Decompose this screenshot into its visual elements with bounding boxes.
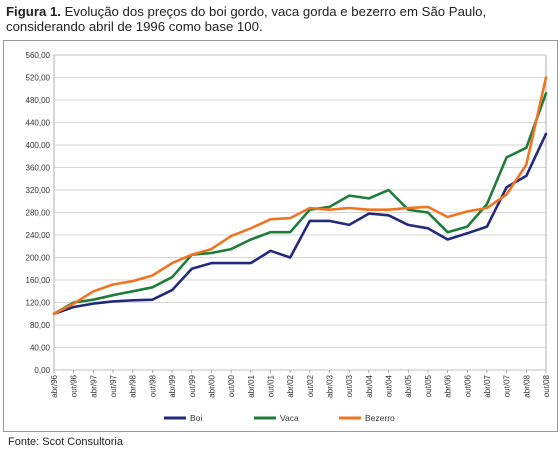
y-axis: 0,00 40,00 80,00 120,00 160,00 200,00 240,00 28… — [26, 51, 51, 375]
legend-label-bezerro: Bezerro — [365, 413, 395, 423]
x-tick-label: abr/02 — [286, 374, 295, 397]
x-tick-label: out/06 — [463, 374, 472, 397]
y-tick-label: 240,00 — [26, 231, 51, 240]
figure-label: Figura 1. — [6, 4, 61, 19]
figure-caption: Figura 1. Evolução dos preços do boi gor… — [6, 4, 556, 34]
x-tick-label: out/08 — [542, 374, 551, 397]
x-tick-label: abr/99 — [168, 374, 177, 397]
x-tick-label: abr/01 — [247, 374, 256, 397]
x-axis: abr/96 out/96 abr/97 out/97 abr/98 out/98 abr/… — [50, 370, 551, 398]
y-tick-label: 160,00 — [26, 276, 51, 285]
x-tick-label: abr/08 — [522, 374, 531, 397]
x-tick-label: abr/06 — [444, 374, 453, 397]
y-tick-label: 0,00 — [34, 366, 50, 375]
y-tick-label: 520,00 — [26, 74, 51, 83]
series-line-bezerro — [52, 76, 548, 316]
y-tick-label: 400,00 — [26, 141, 51, 150]
x-tick-label: out/99 — [188, 374, 197, 397]
x-tick-label: out/05 — [424, 374, 433, 397]
x-tick-label: abr/07 — [483, 374, 492, 397]
y-tick-label: 320,00 — [26, 186, 51, 195]
series-line-boi — [52, 132, 548, 316]
x-tick-label: out/03 — [345, 374, 354, 397]
x-tick-label: abr/04 — [365, 374, 374, 397]
figure-caption-text: Evolução dos preços do boi gordo, vaca g… — [6, 4, 487, 34]
x-tick-label: out/04 — [385, 374, 394, 397]
x-tick-label: out/00 — [227, 374, 236, 397]
y-tick-label: 120,00 — [26, 299, 51, 308]
x-tick-label: out/01 — [266, 374, 275, 397]
series-line-vaca — [52, 92, 548, 316]
x-tick-label: out/07 — [503, 374, 512, 397]
y-tick-label: 280,00 — [26, 209, 51, 218]
series-lines — [52, 76, 548, 316]
x-tick-label: out/97 — [109, 374, 118, 397]
x-tick-label: abr/96 — [50, 374, 59, 397]
price-index-chart: 0,00 40,00 80,00 120,00 160,00 200,00 240,00 28… — [26, 51, 551, 423]
y-tick-label: 440,00 — [26, 119, 51, 128]
legend-label-boi: Boi — [190, 413, 202, 423]
x-tick-label: abr/98 — [129, 374, 138, 397]
x-tick-label: out/96 — [70, 374, 79, 397]
y-tick-label: 560,00 — [26, 51, 51, 60]
x-tick-label: abr/05 — [404, 374, 413, 397]
chart-frame: 0,00 40,00 80,00 120,00 160,00 200,00 240,00 28… — [3, 40, 558, 432]
legend-label-vaca: Vaca — [280, 413, 299, 423]
legend: Boi Vaca Bezerro — [164, 413, 395, 423]
x-tick-label: abr/03 — [326, 374, 335, 397]
y-tick-label: 40,00 — [30, 344, 51, 353]
y-tick-label: 360,00 — [26, 164, 51, 173]
x-tick-label: out/02 — [306, 374, 315, 397]
source-note: Fonte: Scot Consultoria — [8, 436, 123, 448]
x-tick-label: out/98 — [148, 374, 157, 397]
x-tick-label: abr/00 — [207, 374, 216, 397]
y-tick-label: 80,00 — [30, 321, 51, 330]
y-tick-label: 200,00 — [26, 254, 51, 263]
y-tick-label: 480,00 — [26, 96, 51, 105]
x-tick-label: abr/97 — [89, 374, 98, 397]
